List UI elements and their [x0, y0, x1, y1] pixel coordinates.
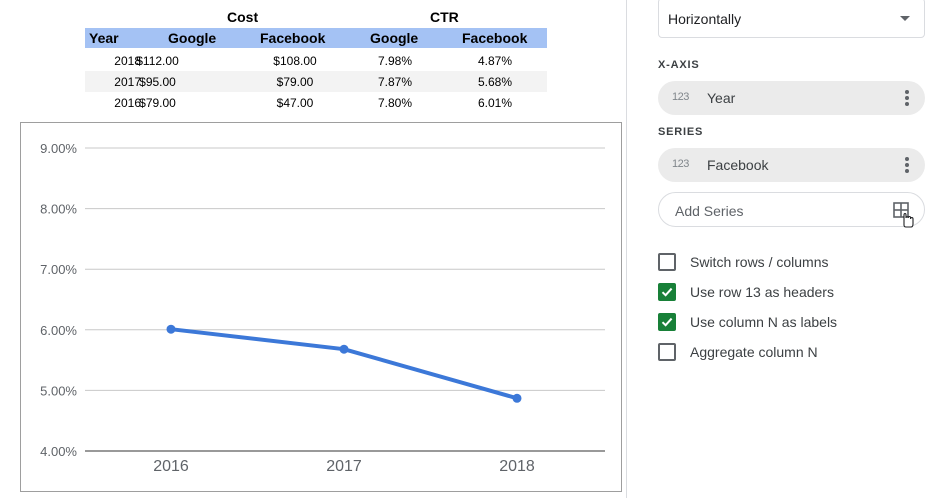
table-row: 2016 $79.00 $47.00 7.80% 6.01%	[85, 92, 547, 113]
series-chip[interactable]: 123 Facebook	[658, 148, 925, 182]
group-header-ctr[interactable]: CTR	[430, 9, 459, 25]
line-chart[interactable]: 4.00% 5.00% 6.00% 7.00% 8.00% 9.00% 2016 2017 20…	[20, 122, 622, 492]
x-axis-section-label: X-AXIS	[658, 59, 700, 71]
table-header-row: Year Google Facebook Google Facebook	[85, 28, 547, 48]
cell-facebook-cost[interactable]: $79.00	[276, 75, 314, 89]
switch-rows-columns-label: Switch rows / columns	[690, 254, 829, 270]
data-point[interactable]	[166, 324, 176, 334]
cell-year[interactable]: 2017	[114, 75, 141, 89]
header-facebook-ctr[interactable]: Facebook	[462, 30, 528, 46]
cell-google-cost[interactable]: $112.00	[136, 54, 179, 68]
cell-facebook-ctr[interactable]: 4.87%	[477, 54, 513, 68]
cell-year[interactable]: 2018	[114, 54, 141, 68]
check-icon	[661, 287, 673, 297]
header-year[interactable]: Year	[89, 30, 119, 46]
y-tick-label: 8.00%	[40, 202, 77, 217]
cell-google-cost[interactable]: $95.00	[139, 75, 176, 89]
numeric-type-icon: 123	[672, 91, 689, 103]
x-tick-label: 2017	[326, 458, 362, 475]
series-chip-label: Facebook	[707, 157, 769, 173]
stacking-select-value: Horizontally	[668, 11, 742, 27]
add-series-label: Add Series	[675, 203, 744, 219]
aggregate-column-label: Aggregate column N	[690, 344, 818, 360]
cell-facebook-ctr[interactable]: 6.01%	[477, 96, 513, 110]
y-tick-label: 7.00%	[40, 262, 77, 277]
use-column-labels-checkbox[interactable]	[658, 313, 676, 331]
use-row-headers-checkbox[interactable]	[658, 283, 676, 301]
x-axis-chip[interactable]: 123 Year	[658, 81, 925, 115]
switch-rows-columns-checkbox[interactable]	[658, 253, 676, 271]
x-axis-chip-label: Year	[707, 90, 736, 106]
more-vert-icon[interactable]	[905, 157, 909, 173]
y-tick-label: 5.00%	[40, 383, 77, 398]
use-column-labels-label: Use column N as labels	[690, 314, 838, 330]
y-tick-label: 4.00%	[40, 444, 77, 459]
group-header-cost[interactable]: Cost	[227, 9, 259, 25]
data-point[interactable]	[512, 393, 522, 403]
y-tick-label: 6.00%	[40, 323, 77, 338]
select-range-grid-icon[interactable]	[893, 202, 915, 228]
stacking-select[interactable]: Horizontally	[658, 0, 925, 38]
table-row: 2018 $112.00 $108.00 7.98% 4.87%	[85, 50, 547, 71]
data-point[interactable]	[339, 344, 349, 354]
more-vert-icon[interactable]	[905, 90, 909, 106]
cell-year[interactable]: 2016	[114, 96, 141, 110]
numeric-type-icon: 123	[672, 158, 689, 170]
check-icon	[661, 317, 673, 327]
chart-editor-panel: Horizontally X-AXIS 123 Year SERIES 123 …	[627, 0, 932, 498]
aggregate-column-checkbox[interactable]	[658, 343, 676, 361]
series-line-facebook	[169, 327, 519, 401]
panel-divider	[626, 0, 627, 498]
use-row-headers-label: Use row 13 as headers	[690, 284, 834, 300]
cell-google-cost[interactable]: $79.00	[139, 96, 176, 110]
cell-google-ctr[interactable]: 7.87%	[377, 75, 413, 89]
chart-canvas: 4.00% 5.00% 6.00% 7.00% 8.00% 9.00% 2016 2017 20…	[40, 141, 605, 475]
cell-facebook-cost[interactable]: $108.00	[273, 54, 317, 68]
x-tick-label: 2016	[153, 458, 189, 475]
table-row: 2017 $95.00 $79.00 7.87% 5.68%	[85, 71, 547, 92]
header-google-cost[interactable]: Google	[168, 30, 217, 46]
x-tick-label: 2018	[499, 458, 535, 475]
cell-facebook-cost[interactable]: $47.00	[276, 96, 314, 110]
cell-google-ctr[interactable]: 7.98%	[377, 54, 413, 68]
y-tick-label: 9.00%	[40, 141, 77, 156]
header-google-ctr[interactable]: Google	[370, 30, 419, 46]
dropdown-arrow-icon	[900, 16, 910, 21]
series-section-label: SERIES	[658, 126, 704, 138]
cell-google-ctr[interactable]: 7.80%	[377, 96, 413, 110]
cell-facebook-ctr[interactable]: 5.68%	[477, 75, 513, 89]
header-facebook-cost[interactable]: Facebook	[260, 30, 326, 46]
add-series-button[interactable]: Add Series	[658, 192, 925, 228]
